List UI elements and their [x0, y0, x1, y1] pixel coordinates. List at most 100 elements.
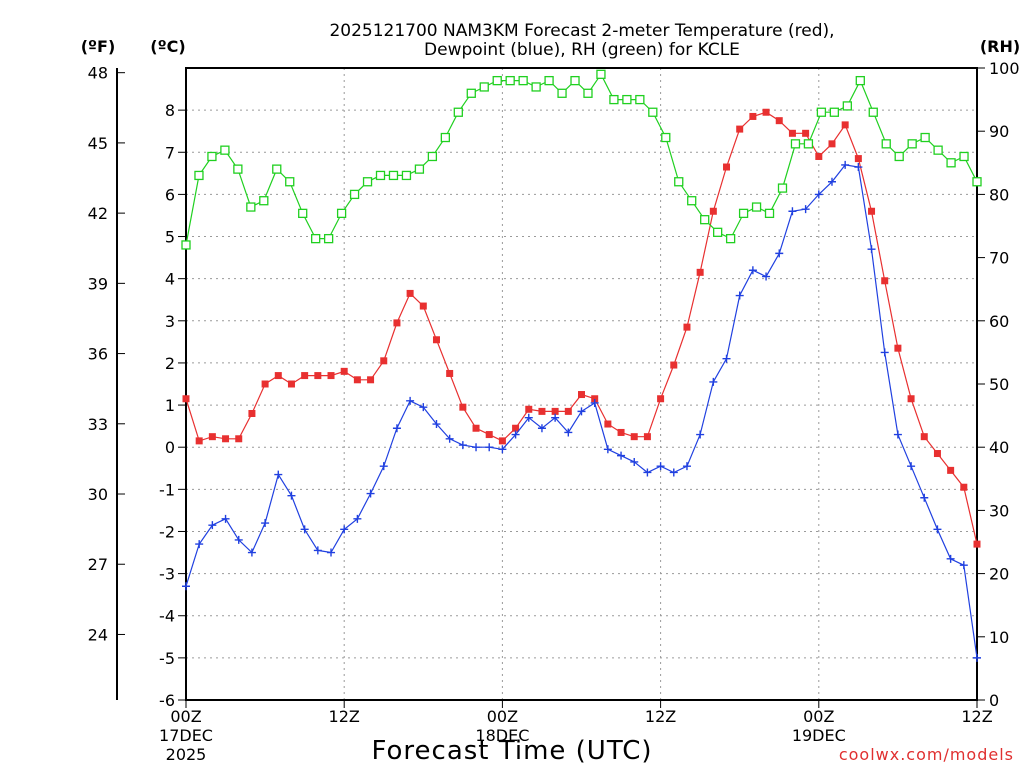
- dewpoint-point: [814, 190, 823, 199]
- rh-tick-label: 20: [989, 565, 1009, 584]
- fahrenheit-tick-label: 33: [88, 415, 108, 434]
- temperature-point: [828, 140, 836, 148]
- rh-point: [440, 132, 450, 143]
- temperature-point: [788, 129, 796, 137]
- celsius-tick-label: -1: [159, 480, 175, 499]
- rh-tick-label: 100: [989, 59, 1020, 78]
- celsius-unit-label: (ºC): [150, 37, 185, 56]
- dewpoint-point: [419, 403, 428, 412]
- rh-tick-label: 60: [989, 312, 1009, 331]
- rh-point: [453, 107, 463, 117]
- rh-point: [233, 164, 243, 174]
- chart-title-line1: 2025121700 NAM3KM Forecast 2-meter Tempe…: [329, 21, 834, 41]
- temperature-point: [643, 433, 651, 441]
- rh-point: [492, 75, 502, 86]
- dewpoint-point: [669, 468, 678, 477]
- temperature-point: [525, 405, 533, 413]
- rh-point: [220, 145, 230, 155]
- dewpoint-point: [617, 451, 626, 460]
- rh-tick-label: 70: [989, 249, 1009, 268]
- rh-point: [803, 139, 814, 149]
- temperature-point: [235, 435, 243, 443]
- temperature-point: [353, 376, 361, 384]
- dewpoint-point: [551, 413, 560, 422]
- celsius-tick-label: 2: [165, 354, 175, 373]
- dewpoint-point: [603, 445, 612, 454]
- rh-series: [181, 69, 982, 250]
- temperature-point: [683, 323, 691, 331]
- temperature-point: [512, 424, 520, 432]
- celsius-tick-label: 7: [165, 143, 175, 162]
- rh-tick-label: 30: [989, 501, 1009, 520]
- temperature-point: [564, 407, 572, 415]
- rh-point: [531, 82, 541, 92]
- dewpoint-point: [973, 653, 981, 662]
- temperature-point: [380, 357, 388, 365]
- temperature-point: [485, 431, 493, 439]
- temperature-point: [367, 376, 375, 384]
- celsius-tick-label: -2: [159, 522, 175, 541]
- dewpoint-point: [208, 521, 217, 530]
- temperature-point: [696, 268, 704, 276]
- dewpoint-point: [577, 407, 586, 416]
- temperature-point: [472, 424, 480, 432]
- rh-point: [557, 88, 567, 98]
- rh-ticks: 0 10 20 30 40 50 60 70 80 90 100: [977, 59, 1020, 710]
- dewpoint-point: [327, 548, 336, 557]
- dewpoint-point: [907, 462, 916, 471]
- fahrenheit-tick-label: 36: [88, 345, 108, 364]
- celsius-tick-label: 8: [165, 101, 175, 120]
- temperature-point: [287, 380, 295, 388]
- temperature-point: [446, 369, 454, 377]
- rh-point: [855, 75, 865, 86]
- rh-point: [570, 75, 580, 86]
- time-tick-label: 12Z: [961, 707, 992, 726]
- temperature-point: [973, 540, 981, 548]
- temperature-point: [736, 125, 744, 133]
- rh-point: [466, 88, 476, 98]
- rh-point: [375, 170, 386, 181]
- dewpoint-point: [682, 462, 691, 471]
- temperature-point: [274, 372, 282, 380]
- temperature-point: [393, 319, 401, 327]
- dewpoint-point: [221, 514, 230, 523]
- fahrenheit-tick-label: 24: [88, 625, 108, 644]
- dewpoint-point: [353, 514, 362, 523]
- rh-point: [700, 215, 710, 225]
- rh-point: [259, 196, 269, 206]
- fahrenheit-tick-label: 39: [88, 274, 108, 293]
- dewpoint-point: [748, 266, 757, 275]
- rh-point: [181, 240, 191, 250]
- dewpoint-point: [564, 428, 573, 437]
- rh-tick-label: 90: [989, 122, 1009, 141]
- dewpoint-point: [735, 291, 744, 300]
- dewpoint-point: [195, 540, 204, 549]
- fahrenheit-tick-label: 27: [88, 555, 108, 574]
- dewpoint-point: [709, 377, 718, 386]
- time-tick-date: 17DEC: [159, 726, 213, 745]
- temperature-point: [195, 437, 203, 445]
- rh-point: [687, 196, 697, 206]
- dewpoint-point: [643, 468, 652, 477]
- dewpoint-point: [933, 525, 942, 534]
- dewpoint-point: [630, 457, 639, 466]
- dewpoint-point: [261, 519, 270, 528]
- dewpoint-point: [511, 430, 520, 439]
- rh-point: [544, 75, 554, 86]
- rh-point: [907, 139, 917, 149]
- rh-point: [946, 158, 956, 168]
- rh-point: [751, 202, 762, 212]
- celsius-tick-label: -5: [159, 649, 175, 668]
- rh-point: [635, 94, 645, 105]
- series-layer: [181, 69, 982, 662]
- celsius-tick-label: 3: [165, 312, 175, 331]
- fahrenheit-tick-label: 45: [88, 134, 108, 153]
- temperature-line: [185, 111, 978, 545]
- rh-point: [401, 170, 412, 181]
- temperature-point: [723, 163, 731, 171]
- rh-point: [725, 233, 736, 244]
- dewpoint-point: [313, 546, 322, 555]
- rh-unit-label: (RH): [980, 37, 1020, 56]
- rh-point: [933, 145, 943, 155]
